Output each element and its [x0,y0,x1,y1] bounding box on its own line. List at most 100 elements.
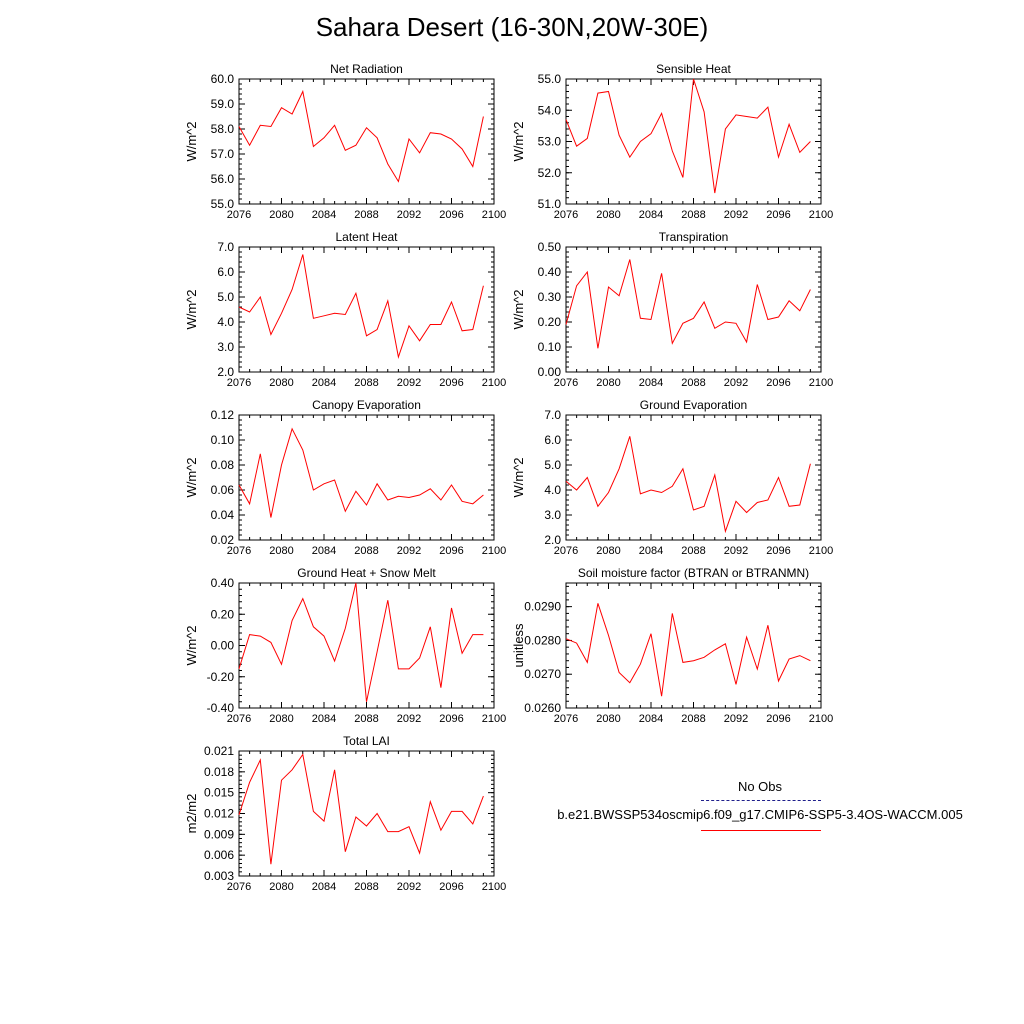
x-tick-label: 2096 [766,377,790,389]
x-tick-label: 2084 [312,545,336,557]
x-tick-label: 2088 [354,377,378,389]
y-tick-label: 0.00 [211,639,235,653]
x-tick-label: 2100 [809,377,833,389]
y-tick-label: -0.40 [207,701,235,715]
series-line [238,254,484,359]
series-line [565,259,811,349]
y-axis-label: W/m^2 [184,457,199,497]
panel-title: Canopy Evaporation [312,398,421,412]
y-tick-label: 0.009 [204,827,234,841]
x-tick-label: 2076 [554,545,578,557]
panel-title: Net Radiation [330,62,403,76]
x-tick-label: 2096 [766,209,790,221]
panel-title: Ground Heat + Snow Melt [297,566,436,580]
y-tick-label: 0.12 [211,408,235,422]
x-tick-label: 2096 [439,713,463,725]
series-line [565,78,811,194]
x-tick-label: 2100 [482,545,506,557]
plot-frame [238,78,495,205]
y-axis-label: W/m^2 [184,121,199,161]
x-tick-label: 2080 [596,209,620,221]
page-title: Sahara Desert (16-30N,20W-30E) [315,12,709,42]
y-tick-label: 59.0 [211,97,235,111]
y-tick-label: 55.0 [211,197,235,211]
chart-panel: Sensible Heat W/m^2 2076 2080 2084 2088 2092 20… [511,62,833,221]
x-tick-label: 2080 [269,881,293,893]
x-tick-label: 2096 [439,377,463,389]
x-tick-label: 2092 [724,377,748,389]
x-tick-label: 2076 [227,377,251,389]
x-tick-label: 2088 [681,545,705,557]
plot-frame [238,246,495,373]
x-tick-label: 2080 [269,713,293,725]
x-tick-label: 2100 [809,545,833,557]
y-tick-label: 0.0260 [524,701,561,715]
x-tick-label: 2076 [227,545,251,557]
y-tick-label: 51.0 [538,197,562,211]
x-tick-label: 2084 [312,377,336,389]
panel-title: Latent Heat [335,230,398,244]
plot-frame [238,414,495,541]
chart-panel: Canopy Evaporation W/m^2 2076 2080 2084 2088 2… [184,398,506,557]
y-tick-label: -0.20 [207,670,235,684]
chart-panel: Total LAI m2/m2 2076 2080 2084 2088 2092 2096 21… [184,734,506,893]
x-tick-label: 2092 [397,545,421,557]
x-tick-label: 2100 [809,209,833,221]
y-tick-label: 56.0 [211,172,235,186]
y-axis-label: unitless [511,623,526,668]
y-tick-label: 60.0 [211,72,235,86]
chart-panel: Soil moisture factor (BTRAN or BTRANMN) u… [511,566,833,725]
y-tick-label: 2.0 [544,533,561,547]
y-tick-label: 0.50 [538,240,562,254]
y-tick-label: 6.0 [544,433,561,447]
x-tick-label: 2100 [482,881,506,893]
panel-title: Ground Evaporation [640,398,747,412]
x-tick-label: 2084 [639,545,663,557]
x-tick-label: 2084 [312,209,336,221]
y-axis-label: W/m^2 [184,625,199,665]
y-tick-label: 54.0 [538,103,562,117]
x-tick-label: 2080 [596,713,620,725]
x-tick-label: 2096 [766,545,790,557]
series-line [238,582,484,702]
x-tick-label: 2088 [354,209,378,221]
x-tick-label: 2076 [227,713,251,725]
x-tick-label: 2092 [397,209,421,221]
x-tick-label: 2092 [724,545,748,557]
series-line [565,603,811,697]
series-line [238,427,484,518]
y-tick-label: 0.015 [204,786,234,800]
x-tick-label: 2080 [596,377,620,389]
x-tick-label: 2076 [554,377,578,389]
y-tick-label: 57.0 [211,147,235,161]
y-tick-label: 3.0 [544,508,561,522]
x-tick-label: 2100 [482,377,506,389]
panel-title: Total LAI [343,734,390,748]
x-tick-label: 2080 [269,545,293,557]
y-tick-label: 0.003 [204,869,234,883]
y-tick-label: 55.0 [538,72,562,86]
y-tick-label: 0.30 [538,290,562,304]
y-tick-label: 0.0290 [524,600,561,614]
panel-title: Soil moisture factor (BTRAN or BTRANMN) [578,566,809,580]
x-tick-label: 2088 [681,377,705,389]
x-tick-label: 2080 [269,209,293,221]
series-line [238,89,484,183]
y-axis-label: m2/m2 [184,794,199,834]
legend-model-label: b.e21.BWSSP534oscmip6.f09_g17.CMIP6-SSP5… [557,807,963,822]
y-tick-label: 0.02 [211,533,235,547]
chart-panel: Transpiration W/m^2 2076 2080 2084 2088 2092 20… [511,230,833,389]
legend-model-line [701,830,821,831]
y-tick-label: 0.20 [538,315,562,329]
x-tick-label: 2084 [639,377,663,389]
y-tick-label: 5.0 [544,458,561,472]
x-tick-label: 2088 [354,881,378,893]
x-tick-label: 2096 [766,713,790,725]
x-tick-label: 2076 [227,209,251,221]
x-tick-label: 2096 [439,209,463,221]
y-tick-label: 0.40 [538,265,562,279]
y-tick-label: 7.0 [217,240,234,254]
y-tick-label: 0.06 [211,483,235,497]
y-tick-label: 0.04 [211,508,235,522]
